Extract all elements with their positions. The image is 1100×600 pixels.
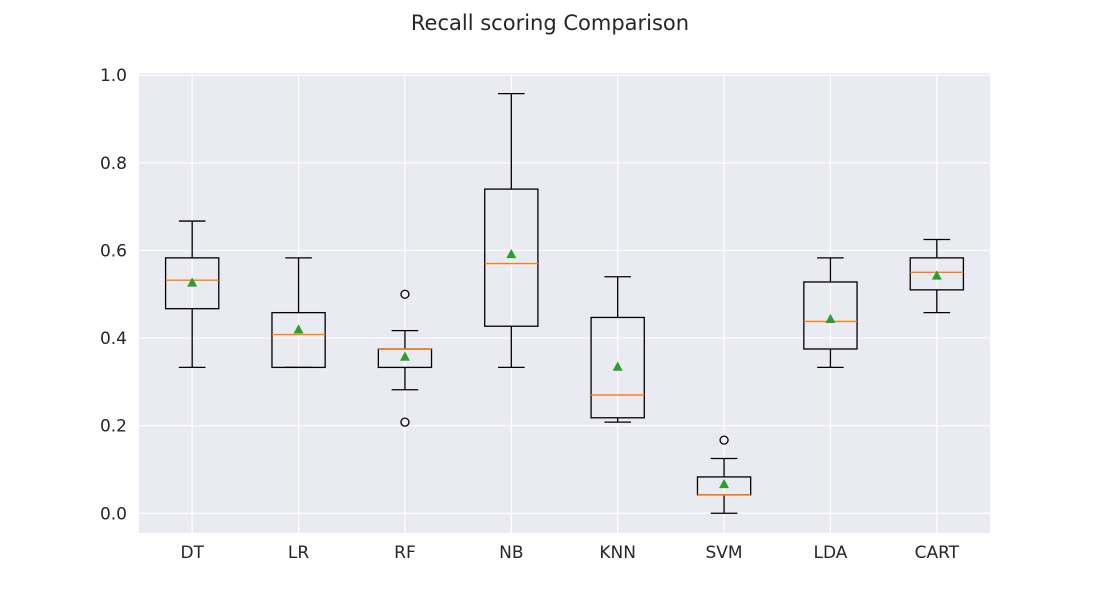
y-tick-label: 1.0 — [100, 66, 127, 86]
box-group-lda — [803, 257, 858, 369]
outlier-point — [400, 417, 410, 427]
plot-area — [139, 73, 990, 533]
box-group-svm — [696, 435, 752, 514]
boxes — [164, 92, 965, 514]
chart-title: Recall scoring Comparison — [411, 11, 689, 35]
mean-marker — [931, 270, 942, 280]
mean-marker — [719, 478, 730, 489]
iqr-box — [909, 257, 965, 291]
iqr-box — [484, 188, 539, 327]
x-tick-label: KNN — [599, 543, 636, 563]
x-tick-label: NB — [499, 543, 523, 563]
y-axis-ticks: 0.0 0.2 0.4 0.6 0.8 1.0 — [100, 66, 127, 524]
box-group-rf — [377, 289, 433, 427]
iqr-box — [271, 311, 326, 369]
x-tick-label: LR — [288, 543, 309, 563]
x-tick-label: SVM — [706, 543, 743, 563]
y-tick-label: 0.6 — [100, 241, 127, 261]
x-tick-label: DT — [180, 543, 204, 563]
iqr-box — [164, 257, 220, 310]
outlier-point — [400, 289, 410, 299]
x-tick-label: RF — [394, 543, 416, 563]
mean-marker — [506, 248, 517, 259]
mean-marker — [399, 351, 410, 361]
box-group-cart — [909, 238, 965, 314]
iqr-box — [590, 316, 645, 419]
x-axis-ticks: DT LR RF NB KNN SVM LDA CART — [180, 543, 959, 563]
mean-marker — [187, 277, 198, 287]
mean-marker — [612, 361, 623, 371]
box-group-nb — [484, 92, 539, 369]
box-group-dt — [164, 220, 220, 369]
box-group-lr — [271, 257, 326, 369]
x-tick-label: LDA — [813, 543, 847, 563]
outlier-point — [719, 435, 729, 445]
y-tick-label: 0.8 — [100, 154, 127, 174]
iqr-box — [803, 281, 858, 350]
box-group-knn — [590, 276, 645, 423]
y-tick-label: 0.4 — [100, 329, 127, 349]
y-tick-label: 0.0 — [100, 504, 127, 524]
y-tick-label: 0.2 — [100, 417, 127, 437]
mean-marker — [825, 313, 836, 324]
mean-marker — [293, 324, 304, 334]
x-tick-label: CART — [915, 543, 960, 563]
